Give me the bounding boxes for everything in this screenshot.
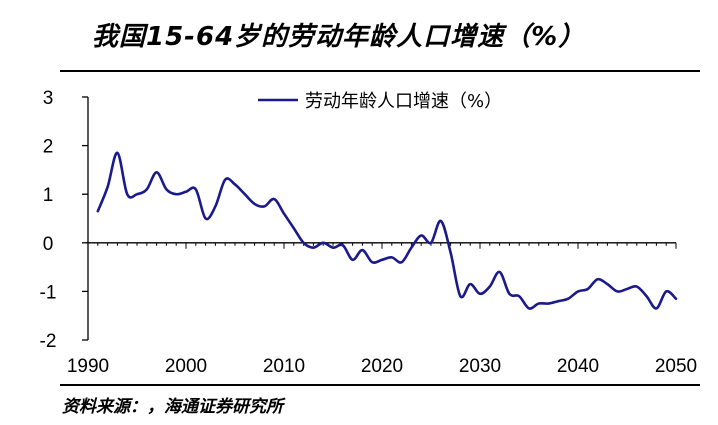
data-point: [557, 300, 559, 302]
data-point: [185, 191, 187, 193]
x-tick-label: 2010: [263, 356, 305, 377]
data-point: [577, 290, 579, 292]
data-point: [665, 290, 667, 292]
data-point: [312, 246, 314, 248]
data-point: [126, 193, 128, 195]
chart-series: [96, 151, 678, 310]
legend-label: 劳动年龄人口增速（%）: [305, 91, 502, 112]
data-point: [391, 256, 393, 258]
data-point: [322, 242, 324, 244]
x-tick-label: 2050: [655, 356, 697, 377]
data-point: [351, 259, 353, 261]
source-note: 资料来源：，海通证券研究所: [62, 397, 283, 417]
data-point: [136, 193, 138, 195]
data-point: [146, 188, 148, 190]
data-point: [273, 198, 275, 200]
y-tick-label: -2: [40, 331, 57, 352]
data-point: [479, 293, 481, 295]
data-point: [234, 183, 236, 185]
data-point: [528, 307, 530, 309]
data-point: [332, 246, 334, 248]
data-point: [175, 193, 177, 195]
data-point: [616, 290, 618, 292]
data-point: [224, 178, 226, 180]
chart-axes: [87, 97, 676, 340]
data-point: [263, 205, 265, 207]
data-point: [636, 285, 638, 287]
data-point: [204, 217, 206, 219]
data-point: [489, 285, 491, 287]
data-point: [606, 283, 608, 285]
y-tick-label: 0: [43, 234, 54, 255]
data-point: [645, 295, 647, 297]
data-point: [596, 278, 598, 280]
data-point: [293, 227, 295, 229]
x-tick-label: 1990: [67, 356, 109, 377]
data-point: [381, 259, 383, 261]
x-tick-label: 2020: [361, 356, 403, 377]
data-point: [283, 212, 285, 214]
data-point: [449, 251, 451, 253]
x-tick-label: 2030: [459, 356, 501, 377]
x-tick-label: 2000: [165, 356, 207, 377]
data-point: [567, 297, 569, 299]
y-tick-label: 3: [43, 88, 54, 109]
data-point: [106, 186, 108, 188]
data-point: [116, 152, 118, 154]
data-point: [626, 288, 628, 290]
data-point: [547, 302, 549, 304]
data-point: [508, 293, 510, 295]
data-point: [195, 188, 197, 190]
data-point: [371, 261, 373, 263]
data-point: [155, 171, 157, 173]
chart-legend: 劳动年龄人口增速（%）: [258, 91, 502, 112]
y-tick-label: -1: [40, 282, 57, 303]
data-point: [302, 242, 304, 244]
y-tick-label: 2: [43, 137, 54, 158]
x-tick-label: 2040: [557, 356, 599, 377]
data-point: [361, 249, 363, 251]
data-point: [410, 246, 412, 248]
data-point: [430, 242, 432, 244]
data-point: [342, 244, 344, 246]
chart-title: 我国15-64岁的劳动年龄人口增速（%）: [92, 22, 586, 52]
data-point: [420, 234, 422, 236]
data-point: [244, 193, 246, 195]
source-divider: [60, 384, 700, 386]
data-point: [538, 302, 540, 304]
series-line-0: [96, 151, 678, 310]
chart-ticks: 3 2 1 0 -1 -2 1990 2000 2010 2020 2030 2040 2050: [40, 88, 698, 377]
data-point: [400, 261, 402, 263]
data-point: [97, 210, 99, 212]
data-point: [587, 288, 589, 290]
data-point: [440, 220, 442, 222]
data-point: [165, 188, 167, 190]
data-point: [518, 295, 520, 297]
data-point: [459, 295, 461, 297]
data-point: [214, 205, 216, 207]
data-point: [253, 203, 255, 205]
title-divider: [60, 70, 700, 72]
data-point: [655, 307, 657, 309]
data-point: [675, 297, 677, 299]
y-tick-label: 1: [43, 185, 54, 206]
data-point: [469, 283, 471, 285]
data-point: [498, 271, 500, 273]
